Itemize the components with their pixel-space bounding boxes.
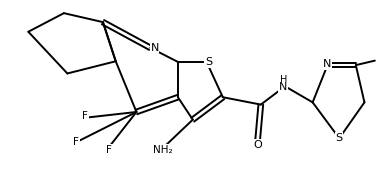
Text: N: N <box>150 43 159 53</box>
Text: F: F <box>73 137 79 147</box>
Text: F: F <box>82 111 88 121</box>
Text: S: S <box>336 133 343 143</box>
Text: N: N <box>323 59 332 69</box>
Text: S: S <box>205 57 212 67</box>
Text: H: H <box>280 75 287 85</box>
Text: NH₂: NH₂ <box>153 145 173 155</box>
Text: O: O <box>253 140 262 150</box>
Text: F: F <box>106 145 112 155</box>
Text: N: N <box>279 82 287 92</box>
